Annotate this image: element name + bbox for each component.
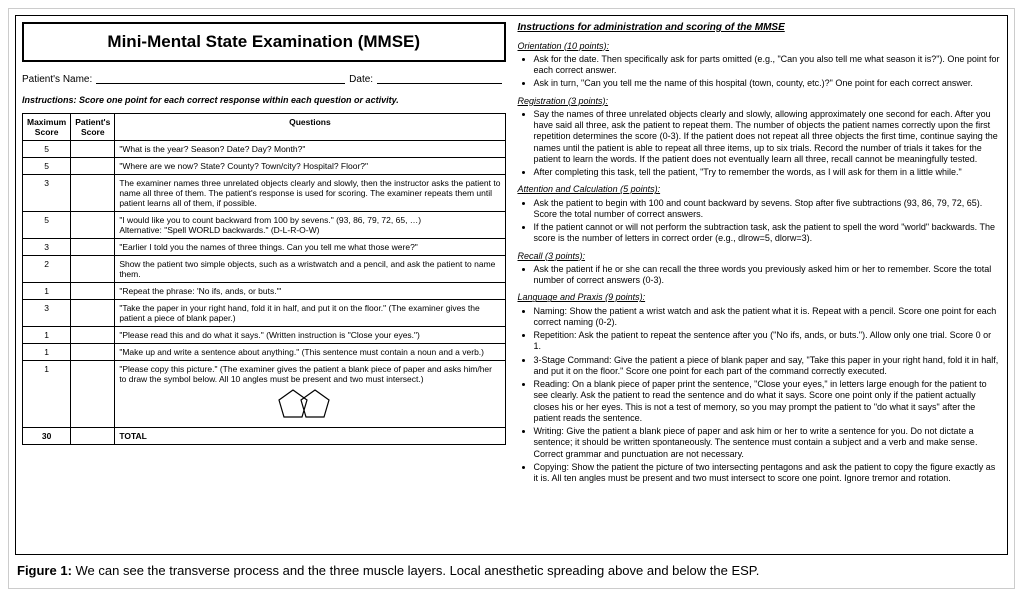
section-list: Naming: Show the patient a wrist watch a… (518, 306, 1002, 485)
header-max-score: Maximum Score (23, 114, 71, 141)
table-row: 1 "Make up and write a sentence about any… (23, 344, 506, 361)
question-cell: "Earlier I told you the names of three t… (115, 239, 505, 256)
list-item: Reading: On a blank piece of paper print… (534, 379, 1002, 424)
list-item: Ask in turn, "Can you tell me the name o… (534, 78, 1002, 89)
patient-score-cell (71, 239, 115, 256)
pentagons-icon (275, 386, 345, 424)
question-cell: "Make up and write a sentence about anyt… (115, 344, 505, 361)
table-row: 5 "I would like you to count backward fro… (23, 212, 506, 239)
patient-score-cell (71, 256, 115, 283)
patient-score-cell (71, 283, 115, 300)
left-column: Mini-Mental State Examination (MMSE) Pat… (20, 20, 512, 550)
list-item: Repetition: Ask the patient to repeat th… (534, 330, 1002, 353)
list-item: Writing: Give the patient a blank piece … (534, 426, 1002, 460)
total-patient (71, 428, 115, 445)
max-score-cell: 3 (23, 300, 71, 327)
table-row: 3 "Take the paper in your right hand, fol… (23, 300, 506, 327)
max-score-cell: 1 (23, 344, 71, 361)
date-field (377, 74, 501, 84)
caption-text: We can see the transverse process and th… (72, 563, 759, 578)
section-list: Ask the patient to begin with 100 and co… (518, 198, 1002, 245)
list-item: Ask for the date. Then specifically ask … (534, 54, 1002, 77)
figure-frame: Mini-Mental State Examination (MMSE) Pat… (8, 8, 1015, 589)
list-item: Copying: Show the patient the picture of… (534, 462, 1002, 485)
section-heading: Attention and Calculation (5 points): (518, 184, 1002, 195)
max-score-cell: 2 (23, 256, 71, 283)
max-score-cell: 3 (23, 239, 71, 256)
question-cell: "Please copy this picture." (The examine… (115, 361, 505, 428)
list-item: Naming: Show the patient a wrist watch a… (534, 306, 1002, 329)
question-cell: "What is the year? Season? Date? Day? Mo… (115, 141, 505, 158)
section-list: Ask the patient if he or she can recall … (518, 264, 1002, 287)
max-score-cell: 1 (23, 361, 71, 428)
section-heading: Registration (3 points): (518, 96, 1002, 107)
list-item: Ask the patient to begin with 100 and co… (534, 198, 1002, 221)
form-title: Mini-Mental State Examination (MMSE) (22, 22, 506, 62)
max-score-cell: 3 (23, 175, 71, 212)
total-label: TOTAL (115, 428, 505, 445)
question-cell: "Where are we now? State? County? Town/c… (115, 158, 505, 175)
date-label: Date: (349, 74, 373, 85)
patient-name-field (96, 74, 345, 84)
max-score-cell: 1 (23, 327, 71, 344)
table-row: 1 "Please read this and do what it says."… (23, 327, 506, 344)
table-row: 1 "Please copy this picture." (The examin… (23, 361, 506, 428)
max-score-cell: 5 (23, 212, 71, 239)
max-score-cell: 5 (23, 158, 71, 175)
total-row: 30 TOTAL (23, 428, 506, 445)
question-cell: "Repeat the phrase: 'No ifs, ands, or bu… (115, 283, 505, 300)
patient-score-cell (71, 141, 115, 158)
patient-score-cell (71, 300, 115, 327)
instructions-line: Instructions: Score one point for each c… (22, 95, 506, 105)
table-row: 3 "Earlier I told you the names of three … (23, 239, 506, 256)
mmse-table: Maximum Score Patient's Score Questions … (22, 113, 506, 445)
section-heading: Recall (3 points): (518, 251, 1002, 262)
section-heading: Orientation (10 points): (518, 41, 1002, 52)
figure-caption: Figure 1: We can see the transverse proc… (15, 563, 1008, 578)
table-row: 1 "Repeat the phrase: 'No ifs, ands, or b… (23, 283, 506, 300)
patient-score-cell (71, 344, 115, 361)
list-item: Say the names of three unrelated objects… (534, 109, 1002, 165)
question-cell: "Please read this and do what it says." … (115, 327, 505, 344)
question-cell: The examiner names three unrelated objec… (115, 175, 505, 212)
table-row: 5 "What is the year? Season? Date? Day? M… (23, 141, 506, 158)
caption-label: Figure 1: (17, 563, 72, 578)
patient-info-line: Patient's Name: Date: (22, 74, 506, 85)
table-row: 3 The examiner names three unrelated obje… (23, 175, 506, 212)
list-item: Ask the patient if he or she can recall … (534, 264, 1002, 287)
total-max: 30 (23, 428, 71, 445)
patient-score-cell (71, 158, 115, 175)
question-cell: Show the patient two simple objects, suc… (115, 256, 505, 283)
document-page: Mini-Mental State Examination (MMSE) Pat… (15, 15, 1008, 555)
section-heading: Language and Praxis (9 points): (518, 292, 1002, 303)
patient-score-cell (71, 327, 115, 344)
list-item: After completing this task, tell the pat… (534, 167, 1002, 178)
section-list: Say the names of three unrelated objects… (518, 109, 1002, 179)
patient-name-label: Patient's Name: (22, 74, 92, 85)
instructions-heading: Instructions for administration and scor… (518, 22, 1002, 35)
table-row: 5 "Where are we now? State? County? Town/… (23, 158, 506, 175)
patient-score-cell (71, 361, 115, 428)
table-row: 2 Show the patient two simple objects, su… (23, 256, 506, 283)
right-column: Instructions for administration and scor… (512, 20, 1004, 550)
question-cell: "Take the paper in your right hand, fold… (115, 300, 505, 327)
patient-score-cell (71, 175, 115, 212)
section-list: Ask for the date. Then specifically ask … (518, 54, 1002, 90)
header-patient-score: Patient's Score (71, 114, 115, 141)
list-item: 3-Stage Command: Give the patient a piec… (534, 355, 1002, 378)
max-score-cell: 5 (23, 141, 71, 158)
question-cell: "I would like you to count backward from… (115, 212, 505, 239)
list-item: If the patient cannot or will not perfor… (534, 222, 1002, 245)
patient-score-cell (71, 212, 115, 239)
header-questions: Questions (115, 114, 505, 141)
max-score-cell: 1 (23, 283, 71, 300)
